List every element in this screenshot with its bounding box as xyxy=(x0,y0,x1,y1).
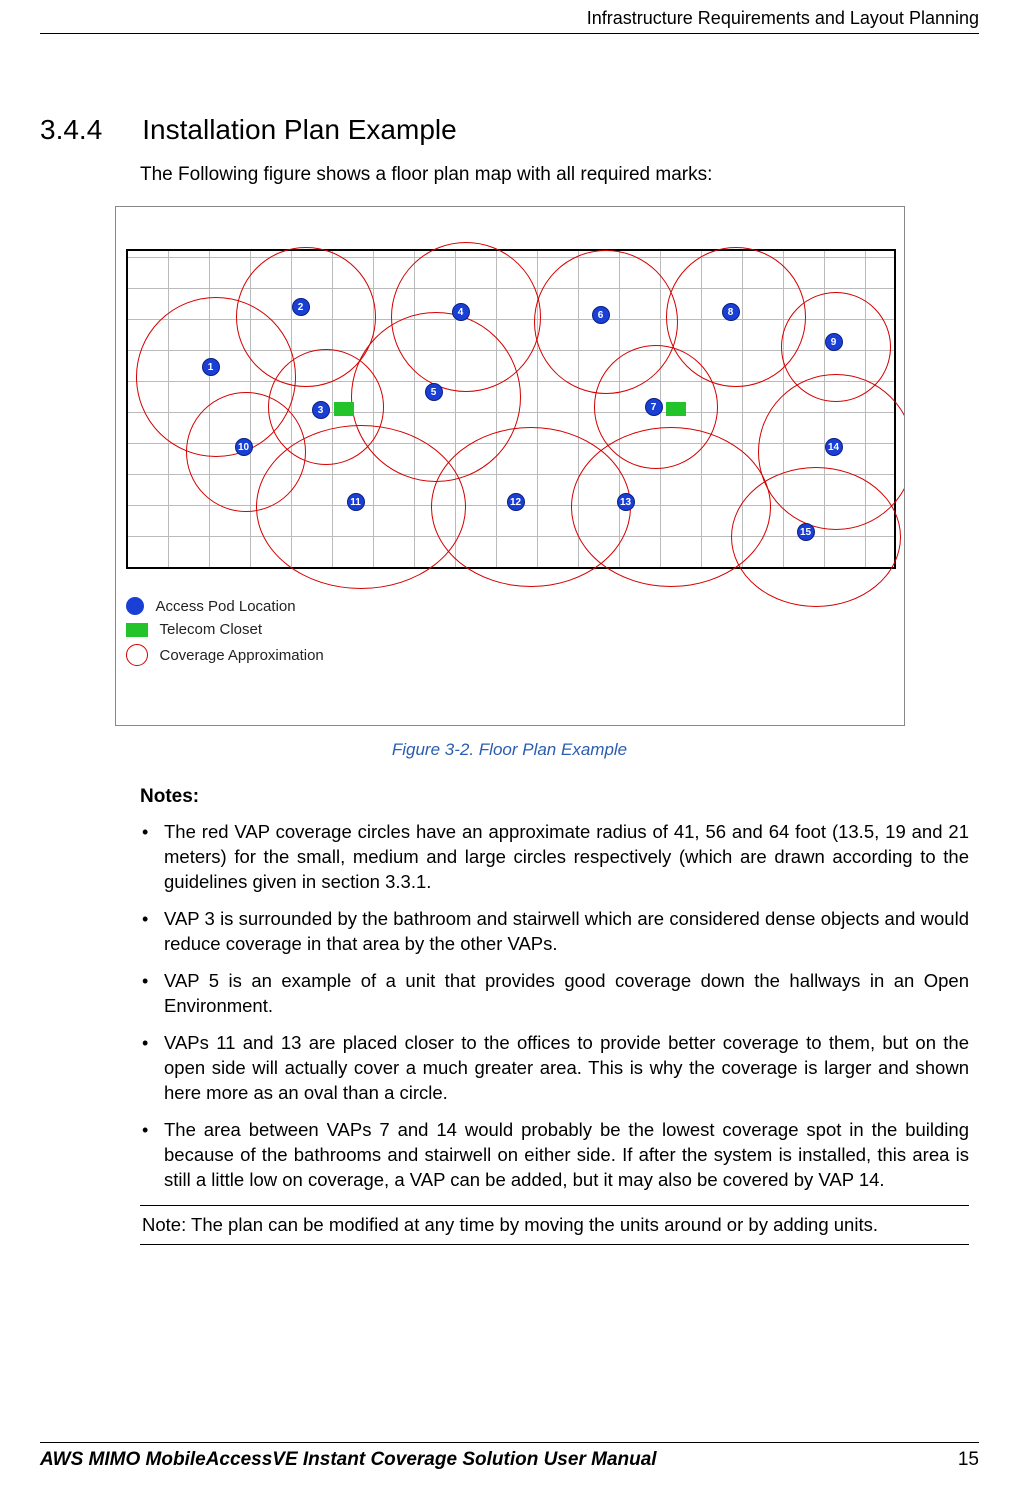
floor-plan-figure: 123456789101112131415 Access Pod Locatio… xyxy=(115,206,905,726)
coverage-circle-icon xyxy=(126,644,148,666)
access-pod-marker: 7 xyxy=(645,398,663,416)
access-pod-marker: 3 xyxy=(312,401,330,419)
access-pod-marker: 9 xyxy=(825,333,843,351)
running-header: Infrastructure Requirements and Layout P… xyxy=(40,0,979,34)
telecom-closet-marker xyxy=(666,402,686,416)
section-heading: 3.4.4 Installation Plan Example xyxy=(40,114,979,146)
note-text: Note: The plan can be modified at any ti… xyxy=(142,1214,878,1235)
notes-item: VAPs 11 and 13 are placed closer to the … xyxy=(140,1031,969,1106)
page-footer: AWS MIMO MobileAccessVE Instant Coverage… xyxy=(40,1442,979,1471)
access-pod-icon xyxy=(126,597,144,615)
notes-list: The red VAP coverage circles have an app… xyxy=(140,820,969,1193)
header-title: Infrastructure Requirements and Layout P… xyxy=(587,8,979,28)
access-pod-marker: 12 xyxy=(507,493,525,511)
notes-heading: Notes: xyxy=(140,786,969,808)
access-pod-marker: 4 xyxy=(452,303,470,321)
access-pod-marker: 1 xyxy=(202,358,220,376)
telecom-closet-icon xyxy=(126,623,148,637)
section-title: Installation Plan Example xyxy=(142,114,456,146)
coverage-circle xyxy=(731,467,901,607)
legend-label: Access Pod Location xyxy=(156,598,296,615)
footer-page-number: 15 xyxy=(958,1449,979,1471)
access-pod-marker: 14 xyxy=(825,438,843,456)
legend-coverage: Coverage Approximation xyxy=(126,644,324,666)
access-pod-marker: 6 xyxy=(592,306,610,324)
footer-title: AWS MIMO MobileAccessVE Instant Coverage… xyxy=(40,1449,657,1471)
boxed-note: Note: The plan can be modified at any ti… xyxy=(140,1205,969,1245)
legend-label: Coverage Approximation xyxy=(160,647,324,664)
access-pod-marker: 8 xyxy=(722,303,740,321)
section-number: 3.4.4 xyxy=(40,114,102,146)
notes-item: The area between VAPs 7 and 14 would pro… xyxy=(140,1118,969,1193)
access-pod-marker: 5 xyxy=(425,383,443,401)
notes-item: VAP 5 is an example of a unit that provi… xyxy=(140,969,969,1019)
access-pod-marker: 10 xyxy=(235,438,253,456)
legend-telecom-closet: Telecom Closet xyxy=(126,621,324,638)
intro-paragraph: The Following figure shows a floor plan … xyxy=(140,164,979,186)
legend-access-pod: Access Pod Location xyxy=(126,597,324,615)
figure-legend: Access Pod Location Telecom Closet Cover… xyxy=(126,597,324,672)
notes-item: VAP 3 is surrounded by the bathroom and … xyxy=(140,907,969,957)
figure-caption: Figure 3-2. Floor Plan Example xyxy=(40,740,979,760)
notes-item: The red VAP coverage circles have an app… xyxy=(140,820,969,895)
telecom-closet-marker xyxy=(334,402,354,416)
access-pod-marker: 2 xyxy=(292,298,310,316)
access-pod-marker: 13 xyxy=(617,493,635,511)
legend-label: Telecom Closet xyxy=(160,621,263,638)
access-pod-marker: 11 xyxy=(347,493,365,511)
access-pod-marker: 15 xyxy=(797,523,815,541)
notes-section: Notes: The red VAP coverage circles have… xyxy=(140,786,969,1193)
